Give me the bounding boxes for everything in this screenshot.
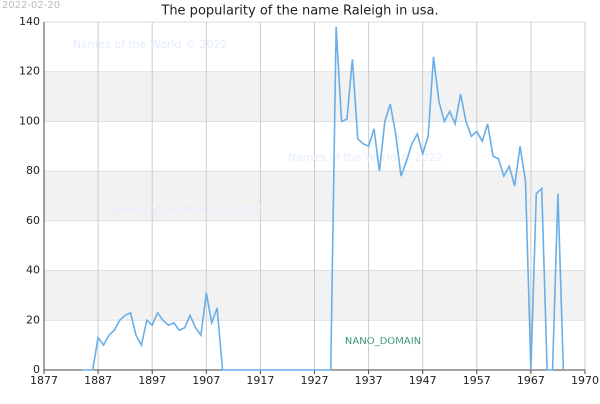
chart-title: The popularity of the name Raleigh in us… bbox=[160, 4, 438, 19]
domain-label: NANO_DOMAIN bbox=[345, 336, 421, 347]
y-tick-label: 40 bbox=[26, 264, 40, 277]
x-tick-label: 1927 bbox=[301, 374, 329, 387]
watermark: Names of the World © 2022 bbox=[288, 151, 443, 164]
watermark: Names of the World © 2022 bbox=[108, 203, 263, 216]
line bbox=[81, 26, 565, 371]
y-tick-label: 20 bbox=[26, 313, 40, 326]
date-stamp: 2022-02-20 bbox=[2, 0, 60, 11]
x-tick-label: 1957 bbox=[463, 374, 491, 387]
x-tick-label: 1917 bbox=[246, 374, 274, 387]
y-tick-label: 100 bbox=[19, 114, 40, 127]
x-tick-label: 1877 bbox=[30, 374, 58, 387]
x-tick-label: 1970 bbox=[571, 374, 599, 387]
x-tick-label: 1897 bbox=[138, 374, 166, 387]
y-tick-label: 0 bbox=[33, 363, 40, 376]
y-tick-label: 80 bbox=[26, 164, 40, 177]
watermark: Names of the World © 2022 bbox=[73, 38, 228, 51]
x-tick-label: 1937 bbox=[355, 374, 383, 387]
x-tick-label: 1947 bbox=[409, 374, 437, 387]
x-tick-label: 1907 bbox=[192, 374, 220, 387]
x-tick-label: 1887 bbox=[84, 374, 112, 387]
y-tick-label: 60 bbox=[26, 214, 40, 227]
x-tick-label: 1967 bbox=[517, 374, 545, 387]
y-tick-label: 140 bbox=[19, 15, 40, 28]
y-tick-label: 120 bbox=[19, 65, 40, 78]
